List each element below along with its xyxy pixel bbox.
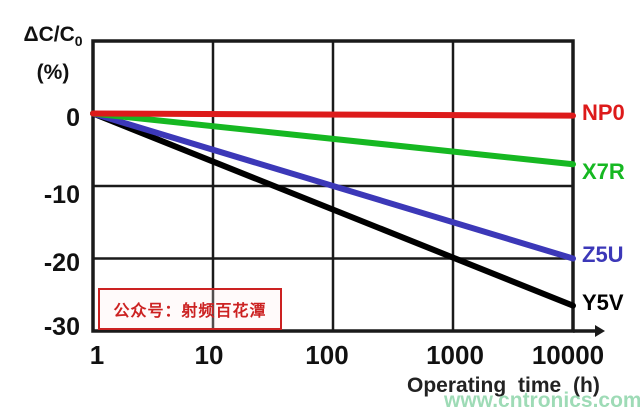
x-tick-10000: 10000 <box>531 340 605 370</box>
y-tick-neg10: -10 <box>43 181 80 209</box>
x-axis-label: Operating time (h) <box>407 374 600 397</box>
y-axis-title: ΔC/C0 <box>14 23 92 49</box>
series-label-z5u: Z5U <box>582 241 624 267</box>
wechat-stamp: 公众号：射频百花潭 <box>98 288 282 330</box>
x-tick-1000: 1000 <box>426 340 484 370</box>
y-tick-neg20: -20 <box>43 249 80 277</box>
y-axis-title-subscript: 0 <box>74 33 83 50</box>
x-tick-1: 1 <box>89 340 105 370</box>
wechat-stamp-text: 公众号：射频百花潭 <box>113 303 267 320</box>
series-label-y5v: Y5V <box>582 289 624 315</box>
y-tick-0: 0 <box>66 104 80 132</box>
x-tick-100: 100 <box>305 340 349 370</box>
x-tick-10: 10 <box>194 340 224 370</box>
y-axis-unit: (%) <box>36 61 70 84</box>
site-watermark: www.cntronics.com <box>444 389 640 412</box>
series-label-np0: NP0 <box>582 99 625 125</box>
series-label-x7r: X7R <box>582 159 625 185</box>
y-axis-title-text: ΔC/C <box>23 23 75 46</box>
y-tick-neg30: -30 <box>43 313 80 341</box>
